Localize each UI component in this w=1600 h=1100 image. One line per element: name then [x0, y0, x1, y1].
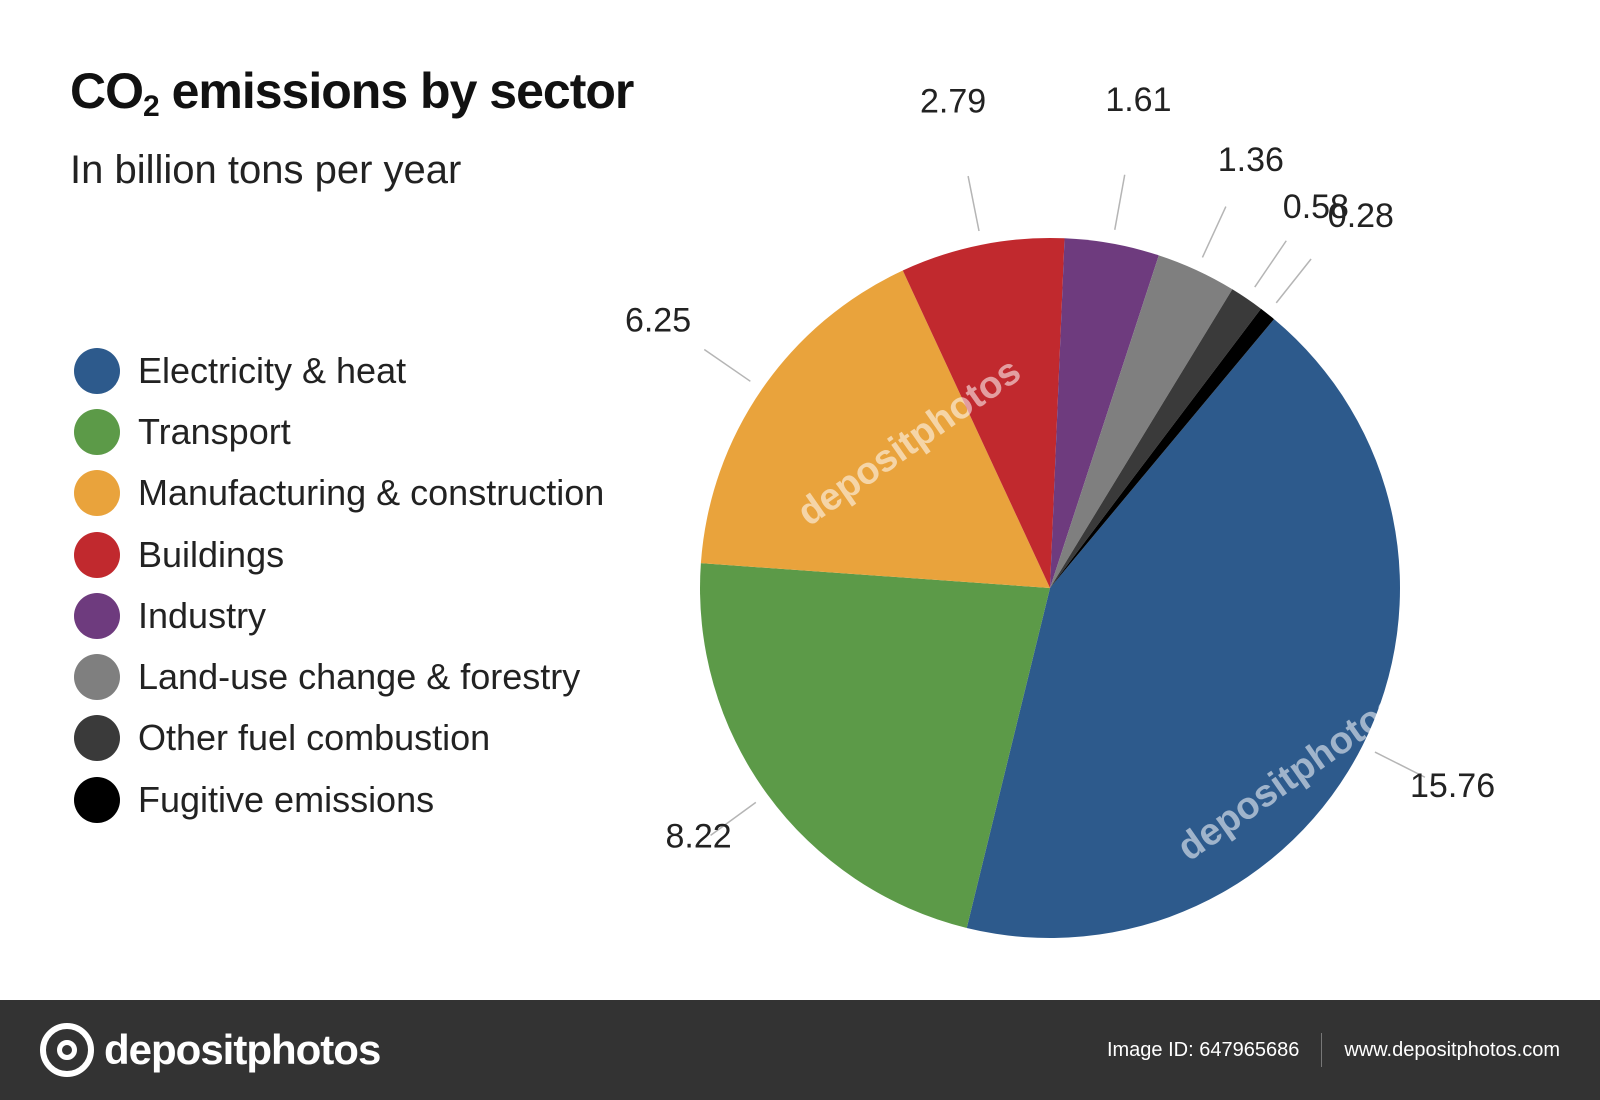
legend-item: Other fuel combustion [74, 708, 634, 769]
leader-line [1254, 240, 1287, 288]
pie-slice [1050, 238, 1159, 588]
pie-chart: 15.76 8.22 6.25 2.79 1.61 1.36 0.580.28 [625, 81, 1495, 939]
data-label: 1.61 [1105, 81, 1171, 119]
pie-slice [1050, 308, 1275, 588]
legend-item: Transport [74, 401, 634, 462]
footer-divider [1321, 1033, 1323, 1067]
legend-label: Manufacturing & construction [138, 472, 605, 514]
pie-slice [700, 270, 1050, 588]
leader-line [710, 801, 757, 836]
legend-label: Industry [138, 594, 267, 636]
legend-item: Industry [74, 585, 634, 646]
leader-line [1114, 174, 1126, 230]
pie-slice [700, 563, 1050, 928]
data-label: 0.28 [1328, 197, 1394, 235]
chart-subtitle: In billion tons per year [70, 148, 462, 192]
legend-item: Fugitive emissions [74, 769, 634, 830]
legend-swatch [74, 347, 120, 394]
legend-item: Manufacturing & construction [74, 463, 634, 524]
legend-swatch [74, 592, 120, 639]
pie-slice [902, 238, 1065, 588]
legend: Electricity & heat Transport Manufacturi… [74, 340, 634, 830]
data-label: 15.76 [1410, 767, 1495, 805]
chart-title-main: CO [70, 63, 144, 119]
website-link[interactable]: www.depositphotos.com [1344, 1038, 1560, 1061]
legend-label: Fugitive emissions [138, 778, 435, 820]
chart-title-subscript: 2 [143, 90, 160, 123]
camera-logo-icon [40, 1023, 94, 1077]
legend-label: Transport [138, 410, 291, 452]
legend-item: Electricity & heat [74, 340, 634, 401]
legend-swatch [74, 715, 120, 762]
legend-swatch [74, 654, 120, 701]
footer-bar: depositphotos Image ID: 647965686 www.de… [0, 1000, 1600, 1100]
legend-swatch [74, 776, 120, 823]
pie-slice [1050, 255, 1233, 589]
pie-slice [1050, 289, 1261, 588]
image-id: Image ID: 647965686 [1106, 1038, 1300, 1061]
legend-swatch [74, 531, 120, 578]
leader-line [1201, 206, 1227, 258]
data-label: 6.25 [625, 302, 691, 340]
legend-swatch [74, 470, 120, 517]
legend-item: Land-use change & forestry [74, 646, 634, 707]
legend-label: Land-use change & forestry [138, 656, 581, 698]
leader-line [967, 175, 980, 232]
footer-info: Image ID: 647965686 www.depositphotos.co… [1107, 1033, 1560, 1067]
chart-title-rest: emissions by sector [158, 63, 635, 119]
data-label: 8.22 [665, 817, 731, 855]
pie-slice [966, 319, 1401, 939]
leader-line [1374, 751, 1426, 778]
brand[interactable]: depositphotos [40, 1023, 381, 1077]
data-label: 1.36 [1218, 141, 1284, 179]
legend-label: Other fuel combustion [138, 717, 491, 759]
data-label: 2.79 [920, 83, 986, 121]
legend-label: Electricity & heat [138, 349, 407, 391]
data-label: 0.58 [1283, 188, 1349, 226]
legend-item: Buildings [74, 524, 634, 585]
brand-name: depositphotos [104, 1026, 381, 1073]
legend-swatch [74, 408, 120, 455]
leader-line [1275, 258, 1312, 304]
chart-title: CO2 emissions by sector [70, 62, 635, 124]
legend-label: Buildings [138, 533, 285, 575]
leader-line [703, 348, 751, 382]
chart-area: 15.76 8.22 6.25 2.79 1.61 1.36 0.58 0.28 CO2 em… [70, 62, 1495, 939]
